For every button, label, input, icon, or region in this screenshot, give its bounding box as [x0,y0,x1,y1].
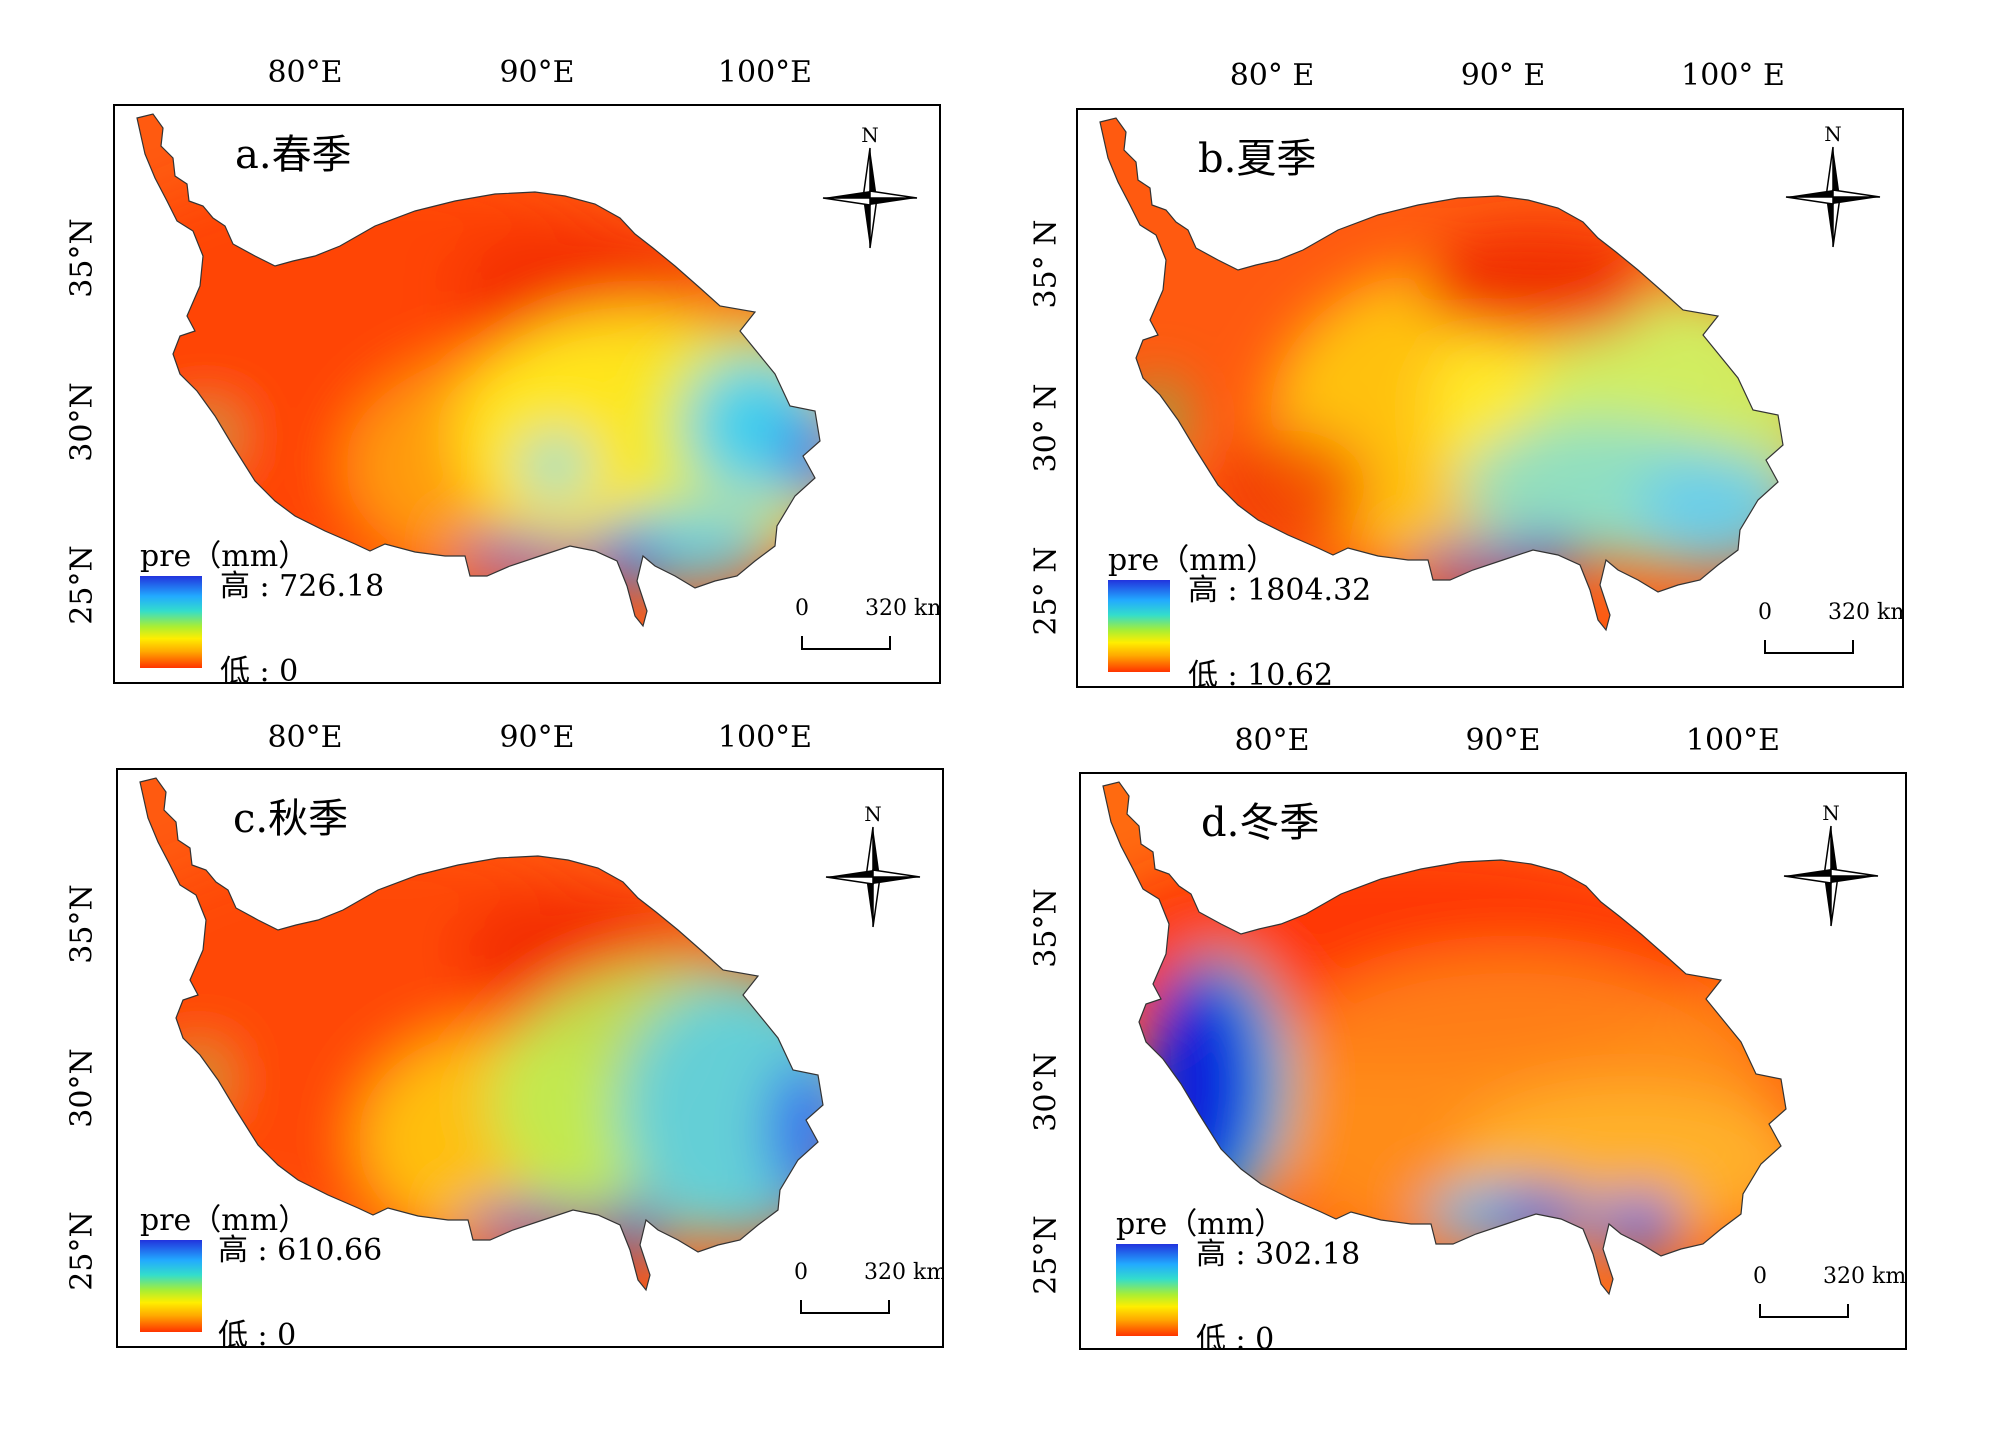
lat-label-30: 30° N [1028,383,1064,473]
panel-title: c.秋季 [233,796,349,842]
lon-label-80: 80°E [1234,723,1310,758]
legend-color-ramp [1116,1244,1178,1336]
north-arrow-icon: N [1783,804,1879,927]
legend-low-label: 低 : 0 [218,1318,297,1348]
lon-label-100: 100°E [717,55,813,90]
lat-label-25: 25°N [64,1211,100,1291]
legend-low-label: 低 : 10.62 [1188,658,1334,688]
lon-label-80: 80° E [1229,58,1315,93]
north-label: N [1824,125,1842,146]
lon-label-100: 100°E [1685,723,1781,758]
lat-label-30: 30°N [1028,1052,1064,1132]
lat-label-35: 35°N [64,884,100,964]
north-label: N [1822,804,1840,825]
legend-title: pre（mm） [140,1203,309,1238]
legend-low-label: 低 : 0 [220,654,299,684]
lon-label-90: 90°E [499,720,575,755]
map-frame: c.秋季 N pre（mm） 高 : 610.66 低 : 0 0 320 km [116,768,944,1348]
lat-label-35: 35°N [1028,888,1064,968]
north-arrow-icon: N [1785,125,1881,248]
legend-color-ramp [140,1240,202,1332]
north-label: N [864,805,882,826]
lon-label-90: 90°E [499,55,575,90]
precipitation-raster [1099,117,1784,632]
lat-label-25: 25°N [1028,1215,1064,1295]
legend-title: pre（mm） [1108,543,1277,578]
map-frame: d.冬季 N pre（mm） 高 : 302.18 低 : 0 0 320 km [1079,772,1907,1350]
legend-high-label: 高 : 1804.32 [1188,573,1372,608]
lon-label-90: 90° E [1460,58,1546,93]
lat-label-25: 25°N [64,545,100,625]
map-frame: b.夏季 N pre（mm） 高 : 1804.32 低 : 10.62 0 3… [1076,108,1904,688]
north-arrow-icon: N [822,126,918,249]
legend-color-ramp [1108,580,1170,672]
scale-bar: 0 320 km [795,596,939,656]
legend-color-ramp [140,576,202,668]
scale-bar: 0 320 km [1753,1264,1905,1324]
precipitation-raster [136,113,821,628]
lon-label-100: 100° E [1681,58,1785,93]
lon-label-90: 90°E [1465,723,1541,758]
legend-low-label: 低 : 0 [1196,1322,1275,1350]
lat-label-30: 30°N [64,1048,100,1128]
lat-label-35: 35° N [1028,219,1064,309]
lon-label-80: 80°E [267,720,343,755]
panel-title: a.春季 [235,132,352,178]
legend-high-label: 高 : 726.18 [220,569,385,604]
lat-label-30: 30°N [64,382,100,462]
north-arrow-icon: N [825,805,921,928]
lat-label-35: 35°N [64,218,100,298]
map-frame: a.春季 N pre（mm） 高 : 726.18 低 : 0 0 320 km [113,104,941,684]
lat-label-25: 25° N [1028,546,1064,636]
scale-bar: 0 320 km [794,1260,942,1320]
lon-label-100: 100°E [717,720,813,755]
legend-title: pre（mm） [1116,1207,1285,1242]
lon-label-80: 80°E [267,55,343,90]
legend-title: pre（mm） [140,539,309,574]
panel-title: d.冬季 [1201,800,1320,846]
north-label: N [861,126,879,147]
legend-high-label: 高 : 610.66 [218,1233,383,1268]
precipitation-raster [1102,781,1787,1296]
legend-high-label: 高 : 302.18 [1196,1237,1361,1272]
panel-title: b.夏季 [1198,136,1317,182]
precipitation-raster [139,777,824,1292]
scale-bar: 0 320 km [1758,600,1902,660]
